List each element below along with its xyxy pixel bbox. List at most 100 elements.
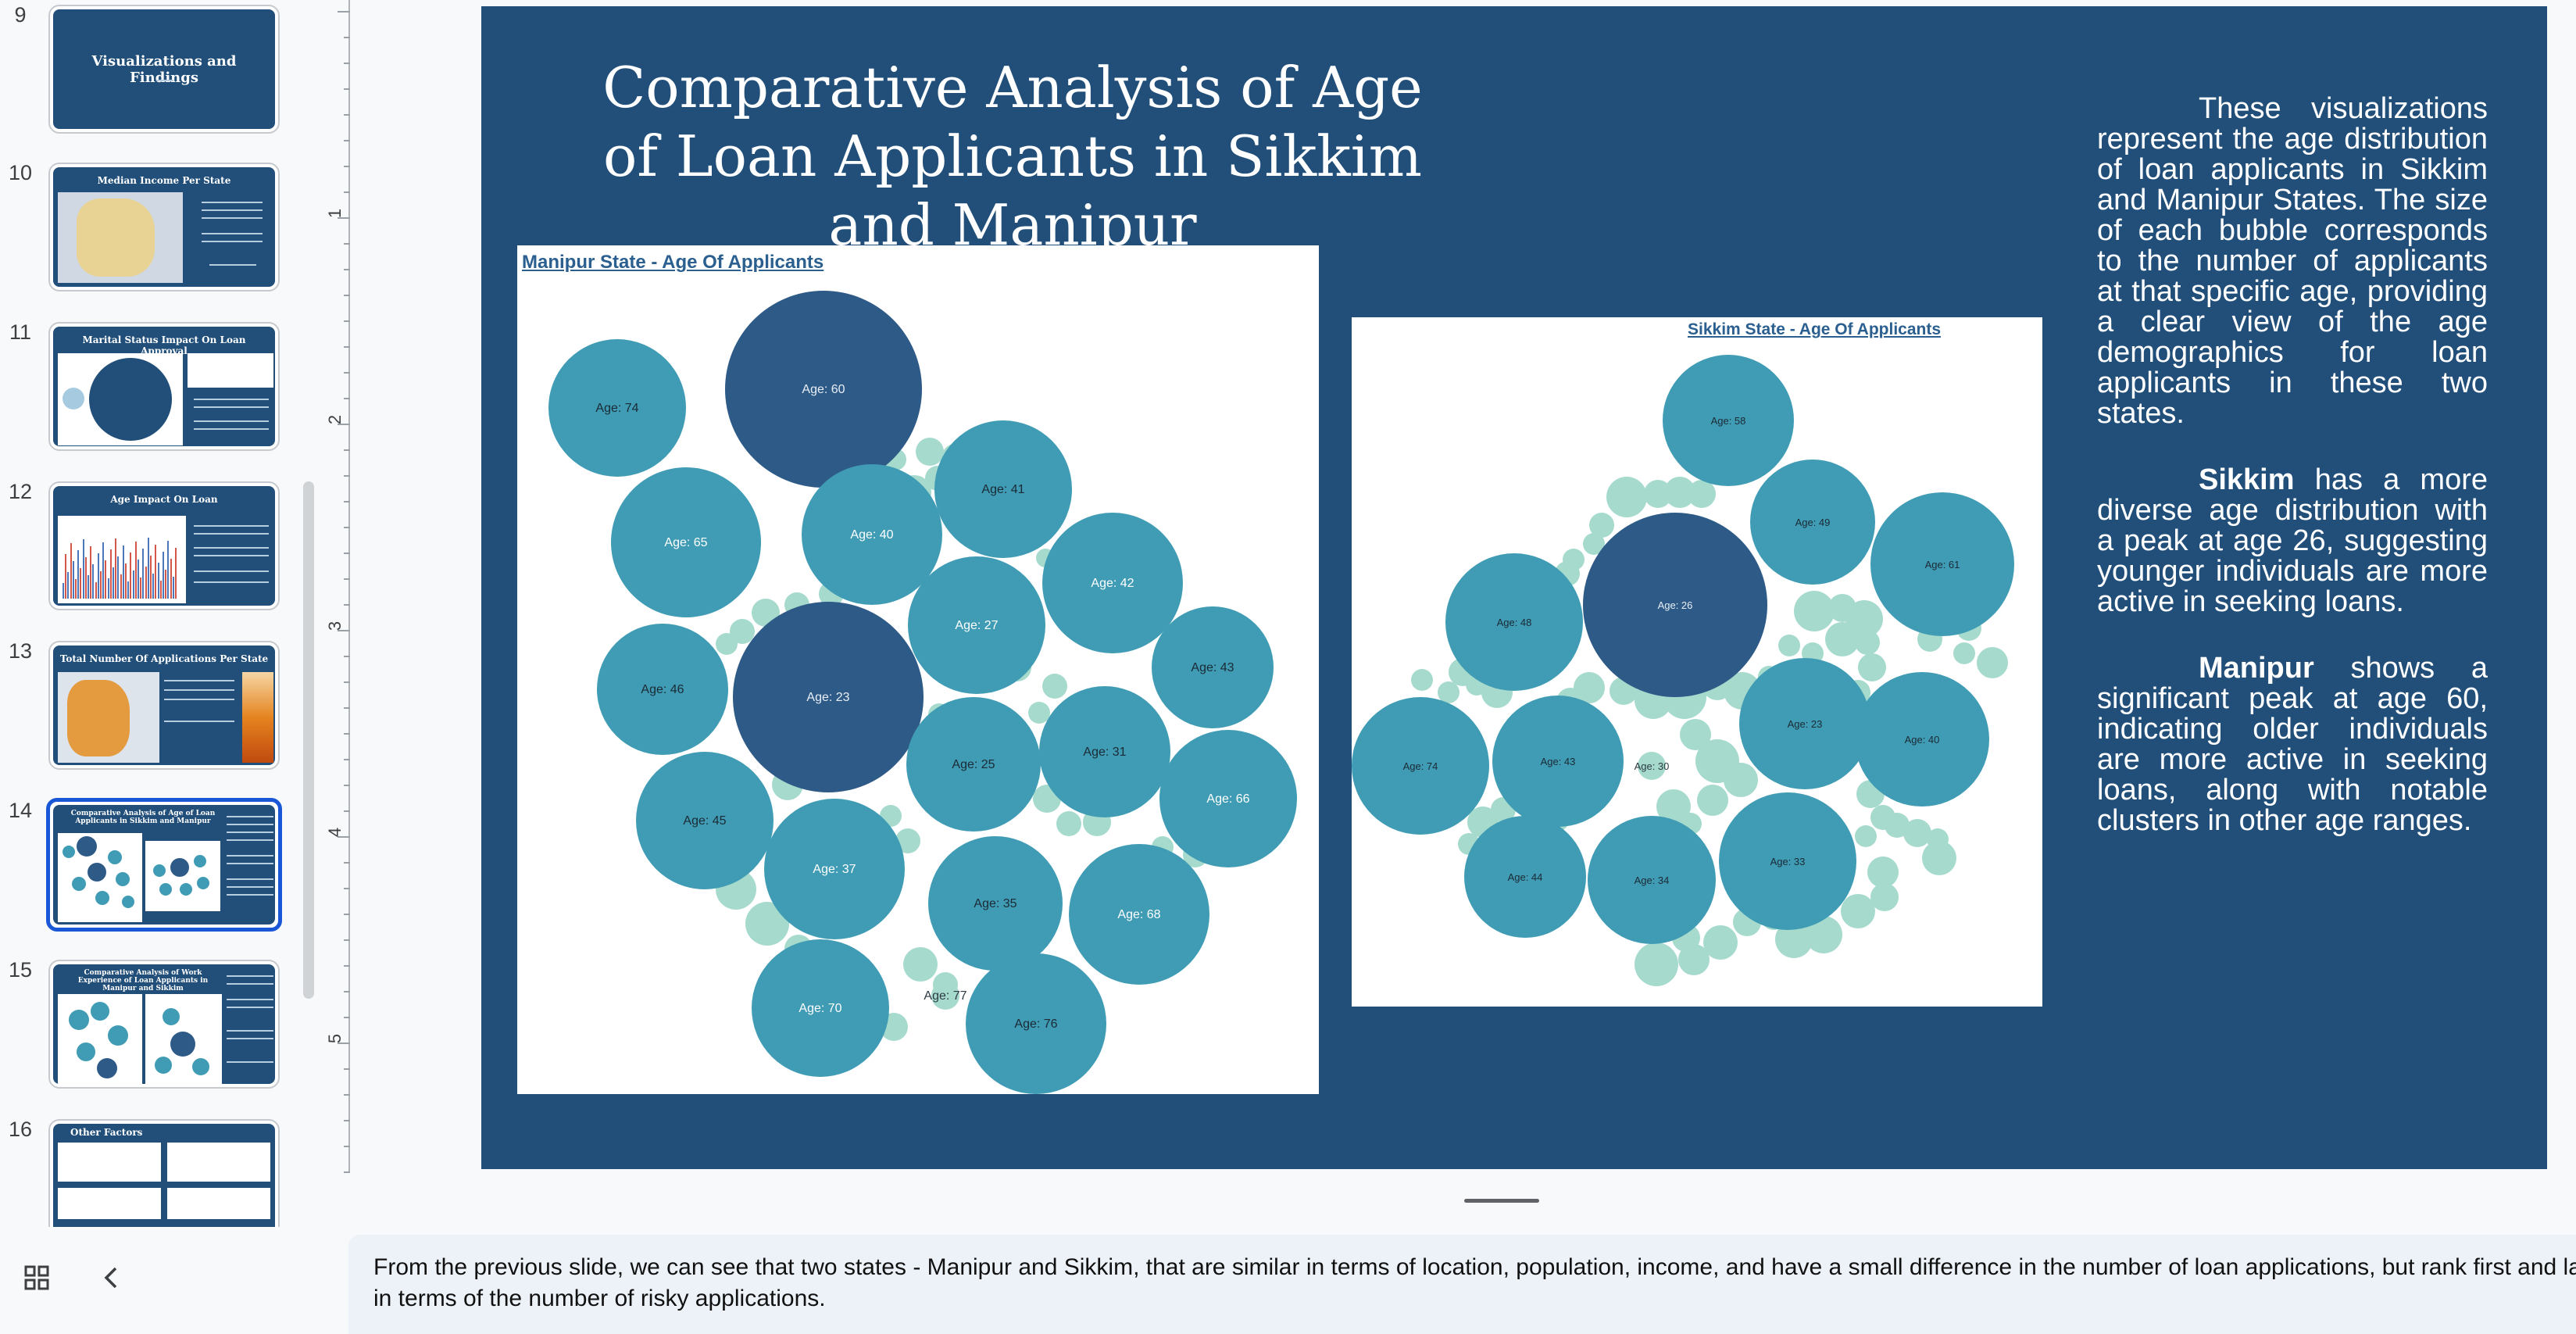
thumbnail-row-11[interactable]: 11 Marital Status Impact On Loan Approva… xyxy=(0,320,297,457)
age-bubble[interactable] xyxy=(928,836,1063,971)
minor-age-bubble xyxy=(1825,622,1860,656)
age-bubble[interactable] xyxy=(1069,844,1209,985)
thumbnail-row-13[interactable]: 13 Total Number Of Applications Per Stat… xyxy=(0,639,297,776)
age-bubble-label: Age: 44 xyxy=(1508,871,1543,883)
slide-number: 15 xyxy=(8,958,33,982)
thumbnail-bar xyxy=(120,574,122,599)
ruler-label: 1 xyxy=(325,208,345,219)
ruler-tick xyxy=(344,191,350,193)
ruler-tick xyxy=(344,372,350,374)
ruler-tick xyxy=(338,217,350,219)
grid-view-icon[interactable] xyxy=(23,1264,50,1291)
age-bubble[interactable] xyxy=(1855,672,1989,806)
age-bubble[interactable] xyxy=(966,953,1106,1094)
age-bubble-label: Age: 68 xyxy=(1117,908,1160,921)
ruler-tick xyxy=(344,269,350,270)
ruler-tick xyxy=(344,1017,350,1018)
ruler-tick xyxy=(344,398,350,399)
age-bubble-label: Age: 40 xyxy=(1905,734,1940,746)
age-bubble[interactable] xyxy=(1042,513,1183,653)
age-bubble[interactable] xyxy=(906,697,1041,832)
age-bubble[interactable] xyxy=(1152,606,1274,728)
age-bubble[interactable] xyxy=(548,339,686,477)
age-bubble[interactable] xyxy=(752,939,889,1077)
slide-thumbnail[interactable]: Marital Status Impact On Loan Approval xyxy=(48,322,280,451)
age-bubble[interactable] xyxy=(908,556,1045,694)
slide-thumbnail[interactable]: Other Factors xyxy=(48,1119,280,1227)
slide-thumbnail[interactable]: Median Income Per State xyxy=(48,163,280,291)
manipur-chart-svg: Age: 60 Age: 74 Age: 65 Age: 40 Age: 41 Age: … xyxy=(548,291,1297,1094)
age-bubble[interactable] xyxy=(931,982,959,1010)
thumbnail-bar xyxy=(134,542,137,599)
minor-age-bubble xyxy=(745,902,789,946)
sikkim-bubble-chart[interactable]: Sikkim State - Age Of Applicants Age: 58… xyxy=(1352,317,2042,1007)
age-bubble[interactable] xyxy=(1352,697,1489,835)
age-bubble[interactable] xyxy=(764,799,905,939)
chevron-left-icon[interactable] xyxy=(100,1264,122,1291)
age-bubble-label: Age: 58 xyxy=(1711,415,1746,427)
thumbnail-bar xyxy=(140,578,142,599)
age-bubble[interactable] xyxy=(611,467,761,617)
thumbnail-row-12[interactable]: 12 Age Impact On Loan xyxy=(0,480,297,617)
sikkim-paragraph: Sikkim has a more diverse age distributi… xyxy=(2097,465,2488,617)
slide-canvas[interactable]: Comparative Analysis of Age of Loan Appl… xyxy=(481,6,2547,1169)
age-bubble[interactable] xyxy=(1638,752,1666,780)
age-bubble[interactable] xyxy=(636,752,774,889)
minor-age-bubble xyxy=(1775,921,1813,958)
ruler-tick xyxy=(344,1068,350,1070)
age-bubble[interactable] xyxy=(1663,355,1794,486)
age-bubble[interactable] xyxy=(1039,686,1170,817)
thumbnail-title: Total Number Of Applications Per State xyxy=(59,653,269,664)
minor-age-bubble xyxy=(1855,825,1877,847)
age-bubble[interactable] xyxy=(733,602,924,792)
ruler-tick xyxy=(344,939,350,941)
age-bubble-label: Age: 46 xyxy=(641,683,684,696)
age-bubble[interactable] xyxy=(1870,492,2014,636)
age-bubble[interactable] xyxy=(1492,696,1624,827)
slide-thumbnail[interactable]: Total Number Of Applications Per State xyxy=(48,641,280,770)
minor-age-bubble xyxy=(1885,813,1910,838)
age-bubble[interactable] xyxy=(1445,553,1583,691)
slide-description: These visualizations represent the age d… xyxy=(2097,94,2488,872)
sikkim-text: has a more diverse age distribution with… xyxy=(2097,463,2488,618)
thumbnail-row-10[interactable]: 10 Median Income Per State xyxy=(0,161,297,298)
slide-thumbnail[interactable]: Visualizations and Findings xyxy=(48,5,280,134)
intro-paragraph: These visualizations represent the age d… xyxy=(2097,92,2488,430)
ruler-tick xyxy=(344,527,350,528)
ruler-tick xyxy=(344,1094,350,1096)
slide-thumbnail-selected[interactable]: Comparative Analysis of Age of Loan Appl… xyxy=(46,798,282,932)
ruler-label: 2 xyxy=(325,414,345,425)
age-bubble[interactable] xyxy=(1159,730,1297,867)
age-bubble[interactable] xyxy=(1583,513,1767,697)
ruler-tick xyxy=(344,63,350,64)
age-bubble[interactable] xyxy=(1739,658,1870,789)
slide-thumbnail[interactable]: Comparative Analysis of Work Experience … xyxy=(48,960,280,1089)
thumbnail-row-9[interactable]: 9 Visualizations and Findings xyxy=(0,3,297,140)
age-bubble[interactable] xyxy=(802,464,942,605)
age-bubble[interactable] xyxy=(934,420,1072,558)
age-bubble[interactable] xyxy=(597,624,728,755)
age-bubble-label: Age: 25 xyxy=(952,758,995,771)
thumbnail-row-16[interactable]: 16 Other Factors xyxy=(0,1118,297,1227)
slide-number: 11 xyxy=(9,320,32,344)
slide-thumbnail[interactable]: Age Impact On Loan xyxy=(48,481,280,610)
manipur-bubble-chart[interactable]: Manipur State - Age Of Applicants Age: 6… xyxy=(517,245,1319,1094)
age-bubble[interactable] xyxy=(1464,816,1586,938)
thumbnail-row-15[interactable]: 15 Comparative Analysis of Work Experien… xyxy=(0,958,297,1095)
minor-age-bubble xyxy=(903,947,938,982)
ruler-tick xyxy=(344,1171,350,1173)
age-bubble[interactable] xyxy=(1750,460,1875,585)
age-bubble[interactable] xyxy=(725,291,922,488)
minor-age-bubble xyxy=(916,438,944,466)
speaker-notes-panel[interactable]: From the previous slide, we can see that… xyxy=(348,1235,2576,1334)
filmstrip-scrollbar[interactable] xyxy=(303,481,314,999)
thumbnail-bar xyxy=(100,571,102,599)
slide-number: 16 xyxy=(8,1118,33,1141)
age-bubble-label: Age: 61 xyxy=(1925,559,1960,570)
age-bubble[interactable] xyxy=(1719,792,1856,930)
notes-resize-handle[interactable] xyxy=(1464,1199,1539,1203)
minor-age-bubble xyxy=(1794,591,1835,631)
age-bubble[interactable] xyxy=(1588,816,1716,944)
thumbnail-row-14[interactable]: 14 Comparative Analysis of Age of Loan A… xyxy=(0,798,297,935)
thumbnail-bar xyxy=(97,553,99,599)
